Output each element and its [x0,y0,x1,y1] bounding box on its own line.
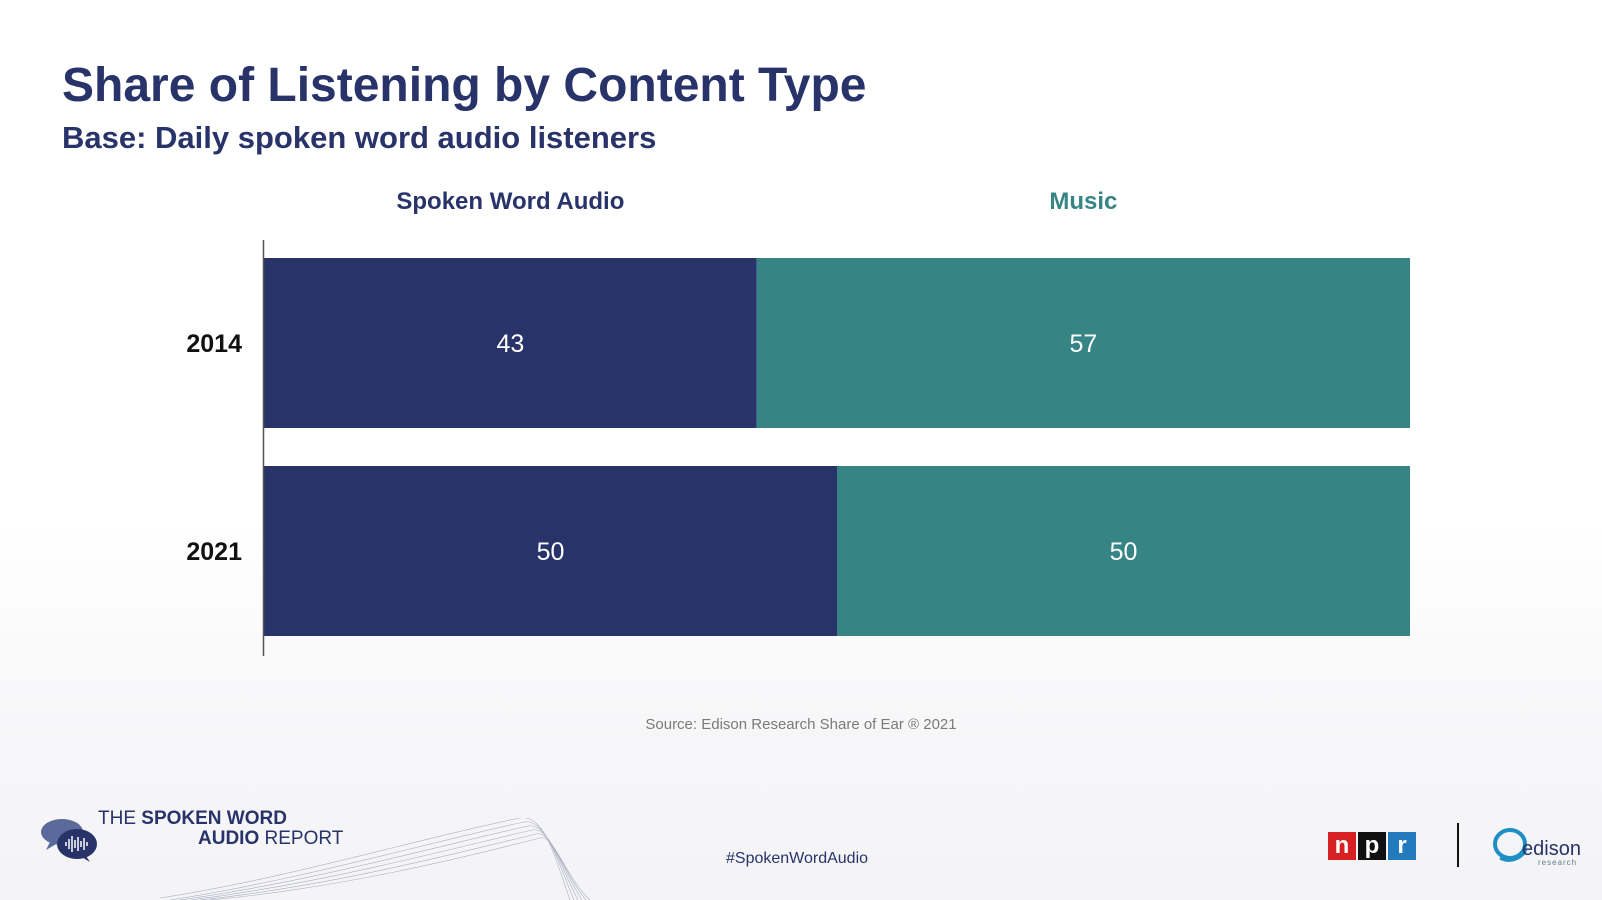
logo-divider [1457,823,1459,867]
data-label-2021-music: 50 [1110,538,1138,566]
bar-2014-spoken-word-audio [264,258,757,428]
category-label-2014: 2014 [186,330,242,358]
category-label-2021: 2021 [186,538,242,566]
data-label-2014-spoken-word-audio: 43 [496,330,524,358]
source-note: Source: Edison Research Share of Ear ® 2… [645,716,957,733]
bar-2014-music [756,258,1410,428]
report-logo-line-1: THE SPOKEN WORD [98,808,287,829]
edison-wordmark: edison [1522,838,1581,860]
data-label-2014-music: 57 [1069,330,1097,358]
npr-logo: n p r [1328,832,1416,860]
legend-music: Music [1049,188,1118,215]
report-logo-line-2: AUDIO REPORT [198,828,344,849]
data-label-2021-spoken-word-audio: 50 [537,538,565,566]
stacked-bar-chart: 43 57 2014 50 50 2021 [186,240,1410,656]
npr-letter-r: r [1388,832,1416,860]
spoken-word-audio-report-logo: THE SPOKEN WORD AUDIO REPORT [40,809,600,900]
edison-subtext: research [1538,858,1578,867]
npr-letter-n: n [1328,832,1356,860]
report-logo-graphic [41,818,591,900]
page-title: Share of Listening by Content Type [62,59,867,112]
hashtag: #SpokenWordAudio [726,850,869,867]
legend-spoken-word-audio: Spoken Word Audio [396,188,625,215]
bar-2021-spoken-word-audio [264,466,837,636]
npr-letter-p: p [1358,832,1386,860]
edison-research-logo-icon [1493,828,1528,862]
page-subtitle: Base: Daily spoken word audio listeners [62,120,657,155]
bar-2021-music [837,466,1410,636]
